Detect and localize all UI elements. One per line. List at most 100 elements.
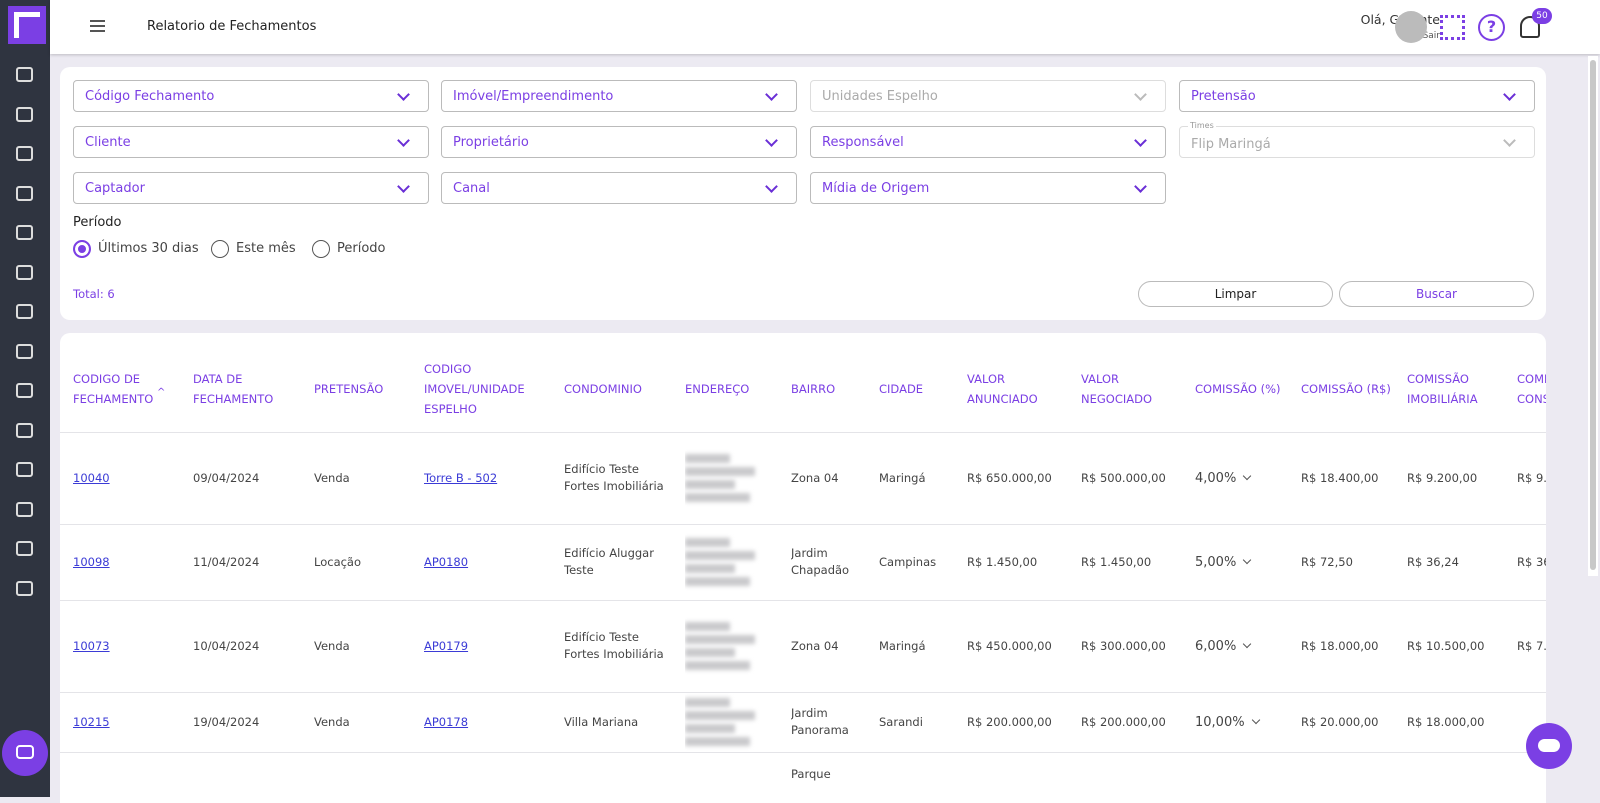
- filter-select[interactable]: Proprietário: [441, 126, 797, 158]
- table-cell[interactable]: AP0180: [424, 524, 550, 600]
- table-cell[interactable]: 5,00%: [1195, 524, 1286, 600]
- row-divider: [60, 524, 1546, 525]
- logout[interactable]: Sair: [1422, 31, 1440, 41]
- filter-select[interactable]: Pretensão: [1179, 80, 1535, 112]
- table-card: CODIGO DE FECHAMENTO ^ DATA DE FECHAMENTO P…: [60, 333, 1546, 803]
- cell-text: AP0178: [424, 714, 469, 729]
- filter-select[interactable]: Responsável: [810, 126, 1166, 158]
- table-cell[interactable]: 10215: [73, 692, 179, 752]
- table-cell: R$ 18.000,00: [1407, 692, 1503, 752]
- column-header-text: COMISSÃO (R$): [1301, 382, 1391, 396]
- radio-label: Período: [337, 241, 386, 256]
- radio[interactable]: [211, 240, 229, 258]
- filter-select[interactable]: Captador: [73, 172, 429, 204]
- total: Total: 6: [73, 287, 115, 301]
- nav-icon[interactable]: [16, 304, 33, 319]
- table-cell: Jardim Panorama: [791, 692, 867, 752]
- menu-button[interactable]: [90, 20, 105, 32]
- nav-icon[interactable]: [16, 185, 33, 201]
- nav-icon[interactable]: [16, 462, 33, 477]
- cell-text: Jardim Panorama: [791, 706, 849, 737]
- cell-text: Venda: [314, 714, 350, 729]
- chevron: [765, 88, 778, 101]
- table-cell[interactable]: 4,00%: [1195, 432, 1286, 524]
- download-button[interactable]: [1526, 723, 1572, 769]
- table-cell[interactable]: 10,00%: [1195, 692, 1286, 752]
- nav-icon[interactable]: [16, 422, 33, 438]
- clear-button[interactable]: Limpar: [1138, 281, 1333, 307]
- filter-select[interactable]: Mídia de Origem: [810, 172, 1166, 204]
- column-header[interactable]: VALOR NEGOCIADO: [1081, 359, 1181, 419]
- cell-text: Edifício Aluggar Teste: [564, 546, 654, 577]
- blur: [685, 724, 735, 733]
- bell-icon[interactable]: [1520, 16, 1540, 38]
- column-header[interactable]: COMISSÃO IMOBILIÁRIA: [1407, 359, 1507, 419]
- filter-label: Pretensão: [1191, 89, 1256, 104]
- filter-label: Unidades Espelho: [822, 89, 938, 104]
- table-cell[interactable]: 10073: [73, 600, 179, 692]
- filter-select[interactable]: Imóvel/Empreendimento: [441, 80, 797, 112]
- table-cell[interactable]: AP0179: [424, 600, 550, 692]
- qr-icon[interactable]: [1440, 15, 1465, 40]
- help-icon[interactable]: ?: [1478, 14, 1505, 41]
- column-header[interactable]: BAIRRO: [791, 359, 871, 419]
- filter-select[interactable]: Cliente: [73, 126, 429, 158]
- column-header[interactable]: CODIGO DE FECHAMENTO ^: [73, 359, 183, 419]
- filter-card: Código Fechamento Imóvel/Empreendimento Un…: [60, 67, 1546, 320]
- table-cell[interactable]: 10040: [73, 432, 179, 524]
- cell-text: R$ 200.000,00: [967, 714, 1052, 729]
- filter-label: Código Fechamento: [85, 89, 215, 104]
- blurred-address: [685, 432, 776, 524]
- filter-select: Times Flip Maringá: [1179, 121, 1535, 158]
- radio[interactable]: [73, 240, 91, 258]
- nav-icon[interactable]: [16, 383, 33, 398]
- table-cell: Venda: [314, 692, 410, 752]
- radio[interactable]: [312, 240, 330, 258]
- filter-select[interactable]: Código Fechamento: [73, 80, 429, 112]
- row-divider: [60, 752, 1546, 753]
- nav-icon[interactable]: [16, 580, 33, 596]
- chevron: [1503, 134, 1516, 147]
- search-button[interactable]: Buscar: [1339, 281, 1534, 307]
- column-header[interactable]: CIDADE: [879, 359, 959, 419]
- cell-text: R$ 36,24: [1407, 554, 1459, 569]
- cell-text: Locação: [314, 554, 362, 569]
- cell-text: R$ 9.200,00: [1407, 470, 1478, 485]
- column-header[interactable]: COMISSÃO CONSULTOR: [1517, 359, 1546, 419]
- column-header-text: ENDEREÇO: [685, 382, 750, 396]
- column-header[interactable]: PRETENSÃO: [314, 359, 414, 419]
- blur: [685, 454, 730, 463]
- cell-text: Maringá: [879, 638, 926, 653]
- nav-icon[interactable]: [16, 67, 33, 82]
- column-header[interactable]: CODIGO IMOVEL/UNIDADE ESPELHO: [424, 359, 554, 419]
- table-cell[interactable]: AP0178: [424, 692, 550, 752]
- column-header-text: CODIGO IMOVEL/UNIDADE ESPELHO: [424, 362, 525, 416]
- chevron: [1503, 88, 1516, 101]
- chat-button[interactable]: [2, 730, 48, 776]
- nav-icon[interactable]: [16, 225, 33, 240]
- nav-icon[interactable]: [16, 343, 33, 359]
- nav-icon[interactable]: [16, 106, 33, 122]
- column-header[interactable]: DATA DE FECHAMENTO: [193, 359, 303, 419]
- filter-select[interactable]: Canal: [441, 172, 797, 204]
- nav-icon[interactable]: [16, 264, 33, 280]
- avatar[interactable]: [1395, 11, 1427, 43]
- cell-text: Villa Mariana: [564, 714, 639, 729]
- table-cell[interactable]: Torre B - 502: [424, 432, 550, 524]
- nav-icon[interactable]: [16, 146, 33, 161]
- column-header[interactable]: ENDEREÇO: [685, 359, 780, 419]
- blur: [685, 622, 730, 631]
- table-cell: Zona 04: [791, 432, 867, 524]
- nav-icon[interactable]: [16, 541, 33, 556]
- column-header[interactable]: COMISSÃO (R$): [1301, 359, 1396, 419]
- table-cell: R$ 9.2: [1517, 432, 1546, 524]
- table-cell[interactable]: 10098: [73, 524, 179, 600]
- column-header[interactable]: VALOR ANUNCIADO: [967, 359, 1067, 419]
- column-header[interactable]: COMISSÃO (%): [1195, 359, 1290, 419]
- table-cell[interactable]: 6,00%: [1195, 600, 1286, 692]
- table-cell: R$ 650.000,00: [967, 432, 1063, 524]
- nav-icon[interactable]: [16, 501, 33, 517]
- cell-text: Edifício Teste Fortes Imobiliária: [564, 462, 664, 493]
- column-header[interactable]: CONDOMINIO: [564, 359, 674, 419]
- chevron: [397, 134, 410, 147]
